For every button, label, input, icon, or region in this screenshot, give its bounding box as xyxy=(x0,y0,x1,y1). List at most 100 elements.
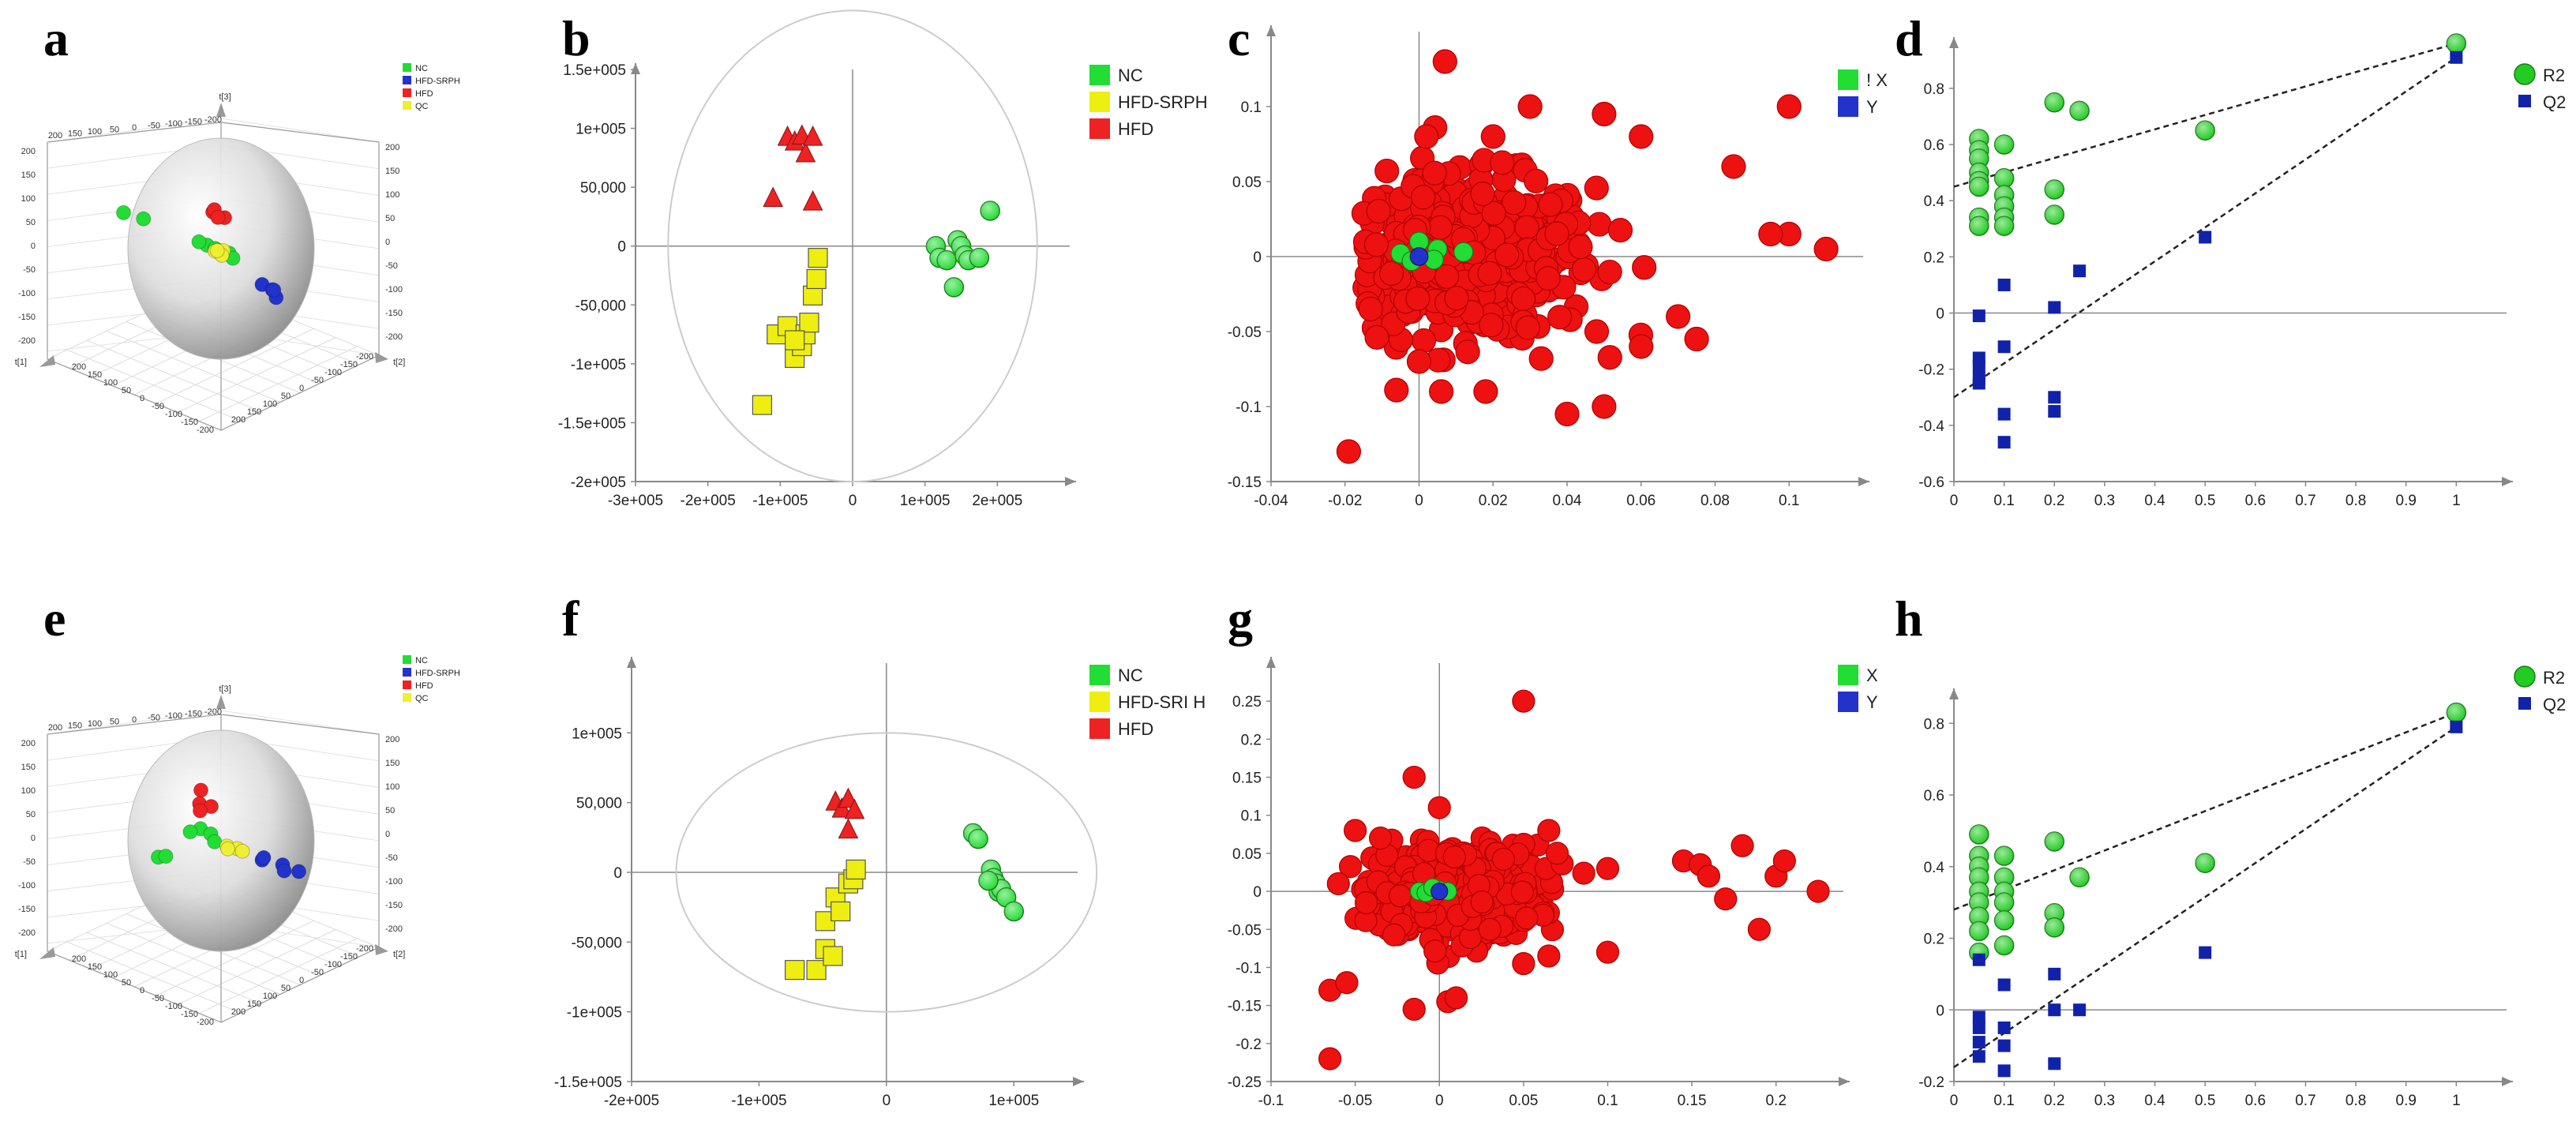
tick3d-botL-a-4: 0 xyxy=(140,394,144,403)
tick3d-botR-e-7: -150 xyxy=(340,952,358,962)
panel-label-e: e xyxy=(43,590,66,647)
chart-d: 0 0.1 0.2 0.3 0.4 0.5 0.6 0.7 0.8 0.9 1 0.8 0.6 0.4 0.… xyxy=(1918,33,2566,509)
y-tick-label-g-9: -0.2 xyxy=(1236,1037,1262,1053)
y-tick-label-f-5: -1.5e+005 xyxy=(554,1074,622,1091)
x-tick-label-d-0: 0 xyxy=(1950,493,1959,509)
y-tick-label-d-5: -0.2 xyxy=(1918,362,1944,379)
legend-swatch-c-1 xyxy=(1838,96,1858,117)
point3d-e-1-3 xyxy=(256,849,272,865)
loading-point-c-c480 xyxy=(1515,315,1540,340)
panel-label-h: h xyxy=(1895,590,1923,647)
y-tick-label-h-3: 0.2 xyxy=(1924,932,1944,948)
tick3d-left-e-8: -200 xyxy=(18,928,36,938)
tick3d-top-a-3: 50 xyxy=(110,126,119,135)
y-tick-label-f-0: 1e+005 xyxy=(572,725,622,742)
loading-point-g-26 xyxy=(1478,917,1502,941)
tick3d-botR-a-5: -50 xyxy=(311,376,324,385)
r2-point-d-2-hl xyxy=(1969,148,1989,168)
loading-point-g-13 xyxy=(1595,857,1620,880)
legend3d-label-e-0: NC xyxy=(415,656,428,665)
legend-label-f-0: NC xyxy=(1118,665,1143,685)
loading-point-c-3 xyxy=(1480,124,1505,149)
tick3d-right-e-5: -50 xyxy=(385,853,398,863)
tick3d-botR-e-3: 50 xyxy=(281,984,291,993)
x-tick-label-d-1: 0.1 xyxy=(1993,493,2014,509)
loading-y-c-0 xyxy=(1409,247,1429,266)
point3d-e-0-5 xyxy=(182,824,198,840)
q2-point-d-9 xyxy=(2048,301,2061,314)
x-axis-h-arrow xyxy=(2502,1077,2513,1086)
loading-point-g-c503 xyxy=(1510,880,1534,904)
loading-point-c-0 xyxy=(1336,439,1362,464)
loading-point-c-c237 xyxy=(1584,175,1609,201)
x-tick-label-h-9: 0.9 xyxy=(2396,1093,2417,1109)
legend-label-d-0: R2 xyxy=(2543,66,2565,85)
point-b-1-8 xyxy=(806,268,827,290)
y-tick-label-c-4: -0.1 xyxy=(1236,399,1262,416)
tick3d-top-e-1: 150 xyxy=(68,722,82,731)
x-tick-label-b-2: -1e+005 xyxy=(752,493,808,509)
point-f-0-9-hl xyxy=(979,871,998,890)
x-tick-label-d-3: 0.3 xyxy=(2094,493,2115,509)
tick3d-botR-e-2: 100 xyxy=(263,992,277,1001)
y-tick-label-h-0: 0.8 xyxy=(1924,716,1944,733)
x-tick-label-c-3: 0.02 xyxy=(1479,493,1508,509)
tick3d-right-a-6: -100 xyxy=(385,285,403,294)
loading-point-c-c484 xyxy=(1538,192,1563,217)
r2-point-h-14-hl xyxy=(1994,935,2014,955)
point-b-1-10 xyxy=(785,330,805,351)
legend3d-swatch-e-1 xyxy=(403,668,411,677)
tick3d-left-a-8: -200 xyxy=(18,336,36,346)
tick3d-top-e-7: -150 xyxy=(185,710,202,719)
tick3d-botL-e-8: -200 xyxy=(197,1018,214,1027)
y-tick-label-b-6: -1.5e+005 xyxy=(558,415,626,432)
q2-point-h-7 xyxy=(1997,1039,2011,1052)
q2-point-d-14 xyxy=(2450,51,2463,64)
x-axis-b-arrow xyxy=(1065,477,1076,486)
legend-label-g-1: Y xyxy=(1866,692,1878,712)
point-f-1-6 xyxy=(831,901,851,922)
point-f-1-1 xyxy=(806,960,827,980)
loading-point-c-c519 xyxy=(1366,198,1391,224)
q2-point-d-2 xyxy=(1972,360,1985,373)
loading-point-c-c415 xyxy=(1422,160,1447,186)
legend-swatch-f-2 xyxy=(1089,718,1110,739)
legend-label-c-1: Y xyxy=(1866,97,1878,117)
q2-point-d-13 xyxy=(2199,231,2212,244)
x-tick-label-f-1: -1e+005 xyxy=(731,1093,786,1109)
r2-point-h-19-hl xyxy=(2195,853,2215,873)
tick3d-left-e-4: 0 xyxy=(31,834,36,843)
x-tick-label-h-0: 0 xyxy=(1950,1093,1959,1109)
x-axis-g-arrow xyxy=(1839,1077,1850,1086)
tick3d-botL-e-4: 0 xyxy=(140,986,144,995)
loading-point-c-c495 xyxy=(1479,313,1504,338)
legend-swatch-f-1 xyxy=(1089,692,1110,712)
y-axis-c-arrow xyxy=(1266,25,1276,36)
r2-point-h-5-hl xyxy=(1969,893,1989,913)
legend3d-label-a-0: NC xyxy=(415,64,428,73)
axis3d-arrow-left-a xyxy=(39,355,55,367)
q2-point-h-6 xyxy=(1997,1021,2011,1034)
q2-point-d-12 xyxy=(2073,264,2087,278)
legend3d-label-a-1: HFD-SRPH xyxy=(415,77,460,86)
floor-grid-e-a6 xyxy=(177,929,336,1005)
tick3d-left-a-7: -150 xyxy=(18,313,36,322)
x-tick-label-c-7: 0.1 xyxy=(1779,493,1799,509)
tick3d-left-a-5: -50 xyxy=(23,265,36,275)
legend3d-label-e-2: HFD xyxy=(415,681,433,691)
x-tick-label-g-1: -0.05 xyxy=(1338,1093,1372,1109)
r2-point-h-13-hl xyxy=(1994,910,2014,930)
tick3d-botR-e-1: 150 xyxy=(247,999,261,1009)
regression-line-h-1 xyxy=(1953,725,2458,1068)
x-tick-label-d-7: 0.7 xyxy=(2295,493,2315,509)
floor-grid-a-a5 xyxy=(156,328,314,404)
panel-label-f: f xyxy=(562,590,579,647)
axis3d-arrow-left-e xyxy=(39,947,55,959)
r2-point-h-9-hl xyxy=(1994,846,2014,866)
y-tick-label-h-4: 0 xyxy=(1936,1003,1944,1019)
tick3d-botR-a-0: 200 xyxy=(231,415,246,425)
point-f-1-4 xyxy=(823,946,843,966)
y-tick-label-b-3: 0 xyxy=(617,239,626,256)
panel-label-d: d xyxy=(1895,10,1923,66)
